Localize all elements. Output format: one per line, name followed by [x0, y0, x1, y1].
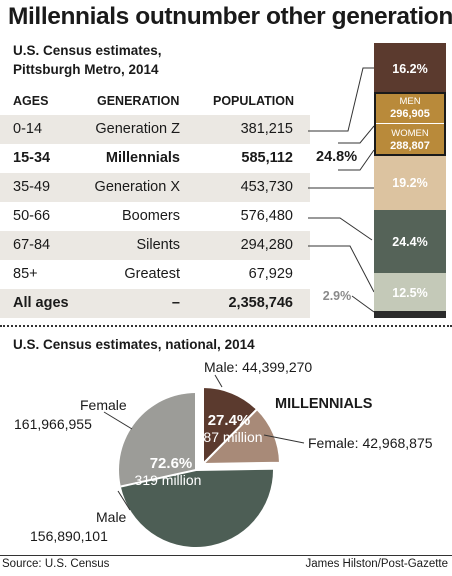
table-row: 0-14 Generation Z 381,215: [0, 115, 310, 144]
age-cell: 85+: [13, 266, 38, 282]
population-cell: 67,929: [248, 266, 293, 282]
header-population: POPULATION: [213, 94, 295, 108]
bar-segment-generation-z: [374, 43, 446, 92]
pie-value-female: 161,966,955: [14, 416, 92, 432]
generation-cell: Boomers: [121, 208, 180, 224]
pie-label-millennials-male: Male: 44,399,270: [204, 359, 313, 375]
table-row: 50-66 Boomers 576,480: [0, 202, 310, 231]
bar-label-men: MEN: [399, 96, 420, 107]
connector-line: [308, 67, 374, 132]
connector-line: [338, 125, 375, 144]
bar-label: 19.2%: [392, 176, 427, 190]
millennials-highlight-box: [374, 92, 446, 156]
pie-label-female: Female: [80, 397, 127, 413]
others-total-text: 319 million: [135, 472, 202, 488]
generation-cell: Generation X: [94, 179, 180, 195]
national-pie-chart: 27.4% 87 million 72.6% 319 million: [103, 374, 305, 547]
pie-slice-millennials-female: [200, 407, 282, 466]
age-cell: 15-34: [13, 150, 51, 166]
pie-slice-millennials-male: [202, 385, 259, 467]
leader-line: [263, 434, 305, 444]
bar-value-women: 288,807: [390, 140, 430, 152]
millennials-wedge: [200, 385, 282, 467]
bar-value-men: 296,905: [390, 108, 430, 120]
pie-divider: [120, 469, 197, 488]
generation-cell: –: [171, 295, 180, 311]
millennials-label: MILLENNIALS: [275, 396, 373, 412]
age-cell: All ages: [13, 295, 69, 311]
population-cell: 453,730: [240, 179, 293, 195]
population-cell: 576,480: [240, 208, 293, 224]
pie-slice-male: [120, 468, 274, 547]
pie-slice-female: [119, 393, 196, 487]
bar-segment-millennials-men: [374, 92, 446, 124]
bar-segment-generation-x: [374, 156, 446, 210]
stacked-bar-chart: 16.2% MEN 296,905 WOMEN 288,807 19.2% 24…: [308, 43, 446, 318]
age-cell: 35-49: [13, 179, 51, 195]
pie-label-male: Male: [96, 509, 127, 525]
subtitle-line2: Pittsburgh Metro, 2014: [13, 62, 159, 77]
bar-label: 12.5%: [392, 286, 427, 300]
pie-label-millennials-female: Female: 42,968,875: [308, 435, 433, 451]
population-cell: 381,215: [240, 121, 293, 137]
table-row: 85+ Greatest 67,929: [0, 260, 310, 289]
generation-cell: Millennials: [105, 150, 180, 166]
leader-line: [117, 490, 131, 511]
bar-label-women: WOMEN: [391, 128, 429, 139]
subtitle-line1: U.S. Census estimates,: [13, 43, 162, 58]
bar-label: 24.4%: [392, 235, 427, 249]
connector-line: [351, 295, 375, 313]
footer-divider: [0, 555, 452, 556]
bar-label: 16.2%: [392, 62, 427, 76]
millennials-pct-label: 24.8%: [316, 149, 358, 165]
table-row: 35-49 Generation X 453,730: [0, 173, 310, 202]
age-cell: 50-66: [13, 208, 51, 224]
leader-line: [214, 374, 223, 388]
population-cell: 294,280: [240, 237, 293, 253]
source-text: Source: U.S. Census: [2, 558, 110, 570]
section-divider: [0, 325, 452, 327]
table-row-total: All ages – 2,358,746: [0, 289, 310, 318]
credit-text: James Hilston/Post-Gazette: [305, 558, 448, 570]
population-cell: 585,112: [241, 150, 293, 166]
page-title: Millennials outnumber other generations: [8, 3, 452, 30]
bar-label-greatest: 2.9%: [323, 289, 352, 303]
table-row: 15-34 Millennials 585,112: [0, 144, 310, 173]
millennials-total-text: 87 million: [203, 429, 262, 445]
population-cell: 2,358,746: [228, 295, 293, 311]
bar-segment-millennials-women: [374, 124, 446, 156]
connector-line: [338, 149, 375, 171]
age-cell: 0-14: [13, 121, 43, 137]
millennials-pct-text: 27.4%: [208, 412, 251, 429]
bar-segment-silents: [374, 273, 446, 311]
generation-cell: Silents: [136, 237, 180, 253]
national-subtitle: U.S. Census estimates, national, 2014: [13, 337, 255, 352]
connector-line: [308, 245, 375, 293]
generation-cell: Generation Z: [95, 121, 180, 137]
generation-cell: Greatest: [124, 266, 180, 282]
age-cell: 67-84: [13, 237, 51, 253]
others-pct-text: 72.6%: [150, 455, 193, 472]
pie-divider: [195, 467, 274, 471]
leader-line: [103, 411, 133, 430]
header-generation: GENERATION: [97, 94, 180, 108]
pie-value-male: 156,890,101: [30, 528, 108, 544]
bar-segment-boomers: [374, 210, 446, 273]
connector-line: [308, 217, 373, 241]
header-ages: AGES: [13, 94, 49, 108]
bar-segment-greatest: [374, 311, 446, 318]
table-row: 67-84 Silents 294,280: [0, 231, 310, 260]
